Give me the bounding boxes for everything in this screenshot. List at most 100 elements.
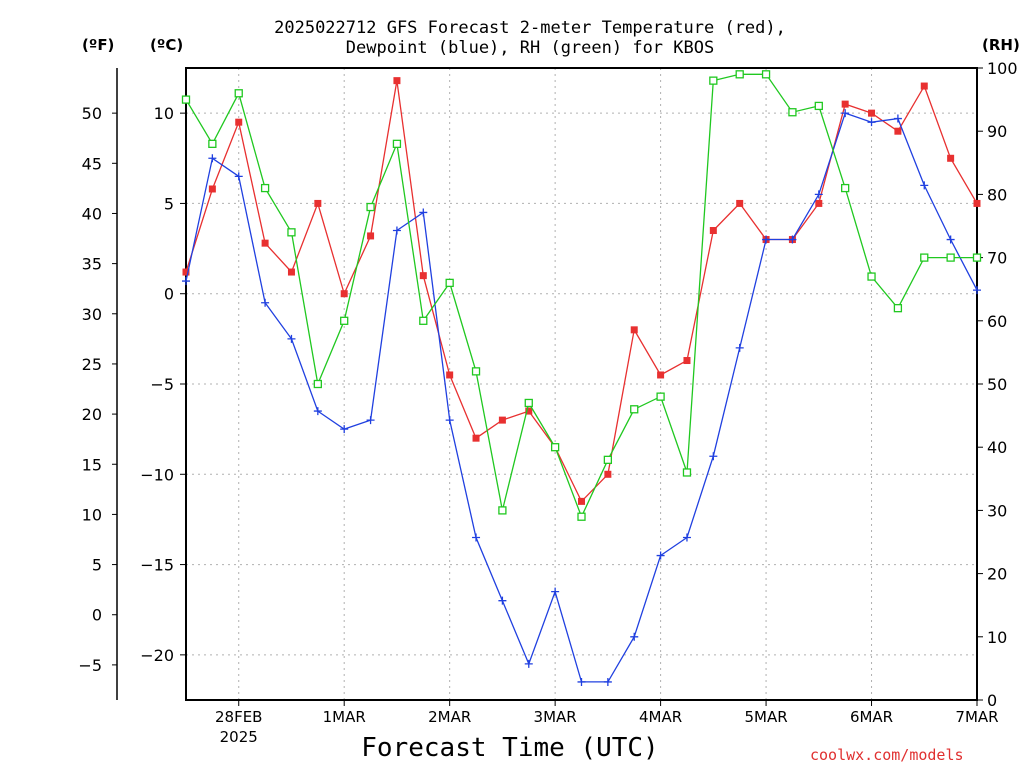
- temperature-point: [367, 232, 375, 240]
- rh-point: [709, 76, 718, 85]
- fahrenheit-tick-label: 35: [82, 255, 102, 274]
- temperature-point: [472, 434, 480, 442]
- dewpoint-point: [814, 190, 823, 199]
- x-tick-label: 3MAR: [534, 708, 577, 726]
- dewpoint-point: [340, 425, 349, 434]
- fahrenheit-tick-label: 30: [82, 305, 102, 324]
- celsius-tick-label: 10: [154, 104, 174, 123]
- dewpoint-point: [920, 181, 929, 190]
- dewpoint-point: [208, 154, 217, 163]
- dewpoint-point: [603, 677, 612, 686]
- rh-tick-label: 30: [987, 501, 1007, 520]
- rh-point: [340, 316, 349, 325]
- dewpoint-point: [973, 286, 981, 295]
- fahrenheit-tick-label: 15: [82, 455, 102, 474]
- rh-point: [841, 183, 850, 193]
- dewpoint-point: [551, 587, 560, 596]
- rh-point: [445, 278, 454, 288]
- temperature-point: [947, 154, 955, 162]
- temperature-point: [604, 470, 612, 478]
- rh-point: [946, 253, 955, 262]
- dewpoint-point: [182, 277, 190, 286]
- temperature-point: [235, 118, 243, 126]
- dewpoint-line: [185, 112, 978, 683]
- chart-title-line2: Dewpoint (blue), RH (green) for KBOS: [345, 38, 715, 58]
- x-tick-label: 2MAR: [428, 708, 471, 726]
- dewpoint-point: [867, 118, 876, 127]
- rh-point: [656, 392, 665, 401]
- celsius-tick-label: −5: [150, 375, 174, 394]
- dewpoint-point: [656, 551, 665, 560]
- dewpoint-point: [946, 235, 955, 244]
- celsius-tick-label: −20: [140, 646, 174, 665]
- celsius-unit-label: (ºC): [150, 36, 184, 54]
- x-tick-label: 4MAR: [639, 708, 682, 726]
- fahrenheit-tick-label: 40: [82, 204, 102, 223]
- rh-point: [260, 183, 270, 193]
- series-layer: [181, 70, 982, 686]
- rh-unit-label: (RH): [982, 36, 1020, 54]
- fahrenheit-tick-label: 0: [92, 606, 102, 625]
- rh-point: [550, 443, 560, 452]
- dewpoint-point: [498, 596, 507, 605]
- temperature-point: [419, 272, 427, 280]
- temperature-point: [841, 100, 849, 108]
- rh-tick-label: 50: [987, 375, 1007, 394]
- dewpoint-point: [524, 659, 533, 668]
- fahrenheit-tick-label: 5: [92, 556, 102, 575]
- fahrenheit-tick-label: 20: [82, 405, 102, 424]
- temperature-point: [340, 290, 348, 298]
- rh-series: [181, 70, 982, 521]
- temperature-point: [894, 127, 902, 135]
- rh-point: [735, 70, 744, 79]
- fahrenheit-tick-label: −5: [78, 656, 102, 675]
- rh-point: [788, 108, 797, 117]
- rh-point: [471, 367, 481, 376]
- dewpoint-point: [234, 172, 243, 181]
- rh-line: [185, 73, 977, 519]
- temperature-point: [868, 109, 876, 117]
- celsius-tick-label: 0: [164, 285, 174, 304]
- rh-point: [366, 202, 375, 212]
- dewpoint-point: [472, 533, 481, 542]
- celsius-tick-label: −10: [140, 465, 174, 484]
- rh-tick-label: 70: [987, 249, 1007, 268]
- dewpoint-point: [392, 226, 401, 235]
- rh-point: [313, 379, 322, 389]
- x-tick-sublabel: 2025: [220, 728, 258, 746]
- rh-point: [208, 139, 217, 148]
- rh-tick-label: 60: [987, 312, 1007, 331]
- dewpoint-point: [841, 109, 850, 118]
- dewpoint-point: [261, 298, 270, 307]
- credit-link[interactable]: coolwx.com/models: [810, 746, 964, 764]
- dewpoint-point: [287, 334, 296, 343]
- x-tick-label: 6MAR: [850, 708, 893, 726]
- temperature-point: [657, 371, 665, 379]
- x-tick-label: 5MAR: [744, 708, 787, 726]
- temperature-point: [683, 357, 691, 365]
- fahrenheit-tick-label: 10: [82, 505, 102, 524]
- temperature-point: [736, 199, 744, 207]
- rh-tick-label: 100: [987, 59, 1018, 78]
- fahrenheit-tick-label: 45: [82, 154, 102, 173]
- fahrenheit-tick-label: 50: [82, 104, 102, 123]
- rh-point: [524, 398, 533, 408]
- rh-point: [682, 468, 692, 477]
- chart-title-line1: 2025022712 GFS Forecast 2-meter Temperat…: [274, 18, 786, 38]
- chart-title: 2025022712 GFS Forecast 2-meter Temperat…: [230, 18, 830, 58]
- temperature-point: [630, 326, 638, 334]
- rh-tick-label: 90: [987, 122, 1007, 141]
- temperature-point: [973, 199, 981, 207]
- dewpoint-point: [709, 452, 718, 461]
- celsius-tick-label: 5: [164, 194, 174, 213]
- x-axis-title: Forecast Time (UTC): [361, 733, 659, 763]
- x-tick-label: 7MAR: [955, 708, 998, 726]
- temperature-point: [182, 268, 190, 276]
- rh-point: [234, 89, 243, 98]
- temperature-point: [578, 497, 585, 505]
- dewpoint-point: [577, 677, 586, 686]
- dewpoint-point: [313, 407, 322, 416]
- rh-point: [287, 228, 296, 237]
- dewpoint-point: [762, 235, 771, 244]
